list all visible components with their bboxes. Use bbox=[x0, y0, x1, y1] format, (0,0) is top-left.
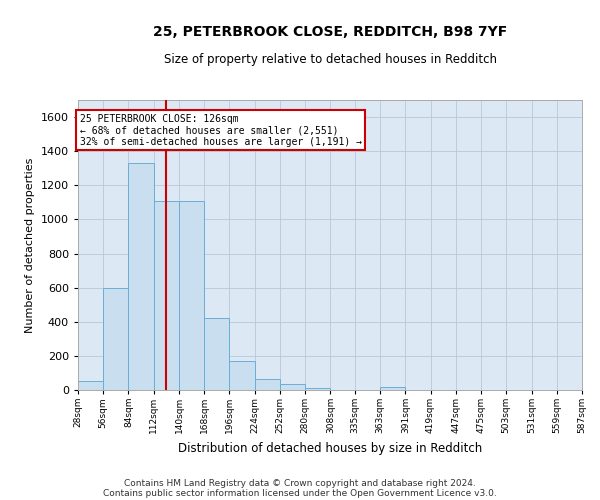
Bar bbox=[305, 388, 331, 390]
Y-axis label: Number of detached properties: Number of detached properties bbox=[25, 158, 35, 332]
Bar bbox=[128, 163, 154, 390]
Bar bbox=[179, 200, 204, 390]
Bar bbox=[78, 382, 103, 390]
Text: Size of property relative to detached houses in Redditch: Size of property relative to detached ho… bbox=[163, 52, 497, 66]
Text: Contains HM Land Registry data © Crown copyright and database right 2024.: Contains HM Land Registry data © Crown c… bbox=[124, 478, 476, 488]
Bar bbox=[154, 200, 179, 390]
Bar bbox=[103, 288, 128, 390]
Bar bbox=[255, 380, 280, 390]
Bar bbox=[380, 386, 405, 390]
Bar bbox=[229, 361, 255, 390]
Text: 25, PETERBROOK CLOSE, REDDITCH, B98 7YF: 25, PETERBROOK CLOSE, REDDITCH, B98 7YF bbox=[153, 25, 507, 39]
Text: 25 PETERBROOK CLOSE: 126sqm
← 68% of detached houses are smaller (2,551)
32% of : 25 PETERBROOK CLOSE: 126sqm ← 68% of det… bbox=[80, 114, 362, 147]
Bar bbox=[204, 318, 229, 390]
Bar bbox=[280, 384, 305, 390]
Text: Contains public sector information licensed under the Open Government Licence v3: Contains public sector information licen… bbox=[103, 488, 497, 498]
X-axis label: Distribution of detached houses by size in Redditch: Distribution of detached houses by size … bbox=[178, 442, 482, 454]
